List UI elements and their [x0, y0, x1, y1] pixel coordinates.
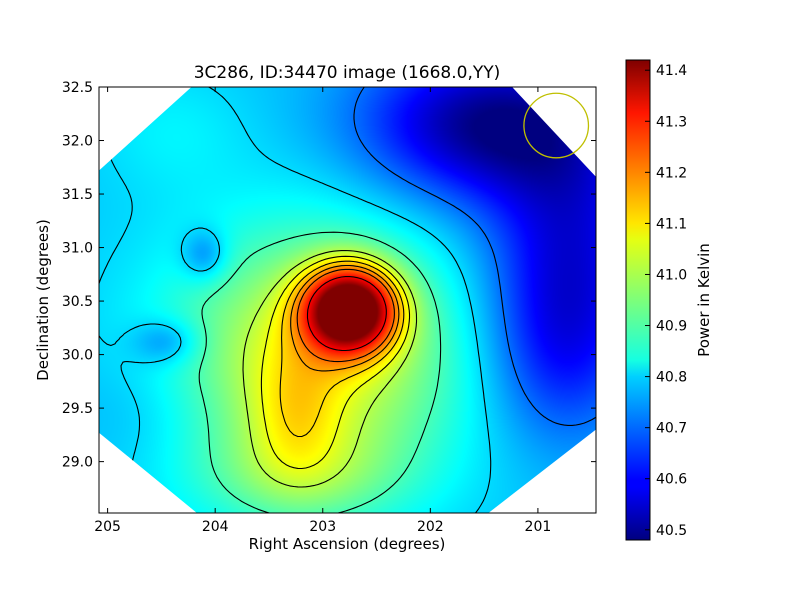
chart-title: 3C286, ID:34470 image (1668.0,YY) — [194, 63, 501, 83]
colorbar-tick-label: 41.1 — [656, 216, 687, 232]
y-tick-label: 29.5 — [62, 401, 93, 417]
contour-level — [290, 264, 400, 372]
beam-ellipse — [523, 92, 590, 159]
y-tick-label: 30.0 — [62, 348, 93, 364]
colorbar-tick-label: 40.7 — [656, 421, 687, 437]
colorbar-axis: 40.5 40.6 40.7 40.8 40.9 41.0 41.1 41.2 41.3 41.4 — [645, 63, 687, 539]
x-tick-label: 202 — [417, 519, 444, 535]
colorbar-tick-label: 41.3 — [656, 114, 687, 130]
y-axis-label: Declination (degrees) — [34, 219, 52, 381]
colorbar-tick-label: 40.5 — [656, 523, 687, 539]
colorbar-tick-label: 41.2 — [656, 165, 687, 181]
colorbar-gradient — [625, 59, 651, 541]
y-tick-label: 32.0 — [62, 134, 93, 150]
colorbar-tick-label: 40.8 — [656, 370, 687, 386]
y-axis: 29.0 29.5 30.0 30.5 31.0 31.5 32.0 32.5 — [62, 80, 596, 471]
contour-level — [198, 231, 442, 513]
contour-level — [306, 276, 387, 352]
y-tick-label: 32.5 — [62, 80, 93, 96]
y-tick-label: 30.5 — [62, 294, 93, 310]
contour-level — [279, 260, 405, 438]
colorbar: 40.5 40.6 40.7 40.8 40.9 41.0 41.1 41.2 41.3 41.4… — [625, 59, 713, 541]
x-tick-label: 201 — [525, 519, 552, 535]
x-axis-label: Right Ascension (degrees) — [249, 535, 446, 553]
x-tick-label: 204 — [202, 519, 229, 535]
contour-level — [296, 268, 395, 363]
y-tick-label: 31.0 — [62, 241, 93, 257]
contour-lines — [99, 87, 596, 513]
colorbar-label: Power in Kelvin — [695, 243, 713, 357]
plot-area: 205 204 203 202 201 29.0 29.5 30.0 30.5 31.0 31.5… — [62, 80, 597, 535]
heatmap-image — [99, 87, 596, 513]
contour-level — [353, 87, 596, 426]
colorbar-tick-label: 40.9 — [656, 319, 687, 335]
contour-level — [242, 249, 418, 488]
x-tick-label: 205 — [94, 519, 121, 535]
x-tick-label: 203 — [309, 519, 336, 535]
colorbar-tick-label: 41.4 — [656, 63, 687, 79]
y-tick-label: 29.0 — [62, 455, 93, 471]
y-tick-label: 31.5 — [62, 187, 93, 203]
x-axis: 205 204 203 202 201 — [94, 87, 551, 535]
colorbar-tick-label: 40.6 — [656, 472, 687, 488]
contour-level — [260, 255, 411, 470]
colorbar-tick-label: 41.0 — [656, 267, 687, 283]
plot-frame — [98, 86, 597, 514]
